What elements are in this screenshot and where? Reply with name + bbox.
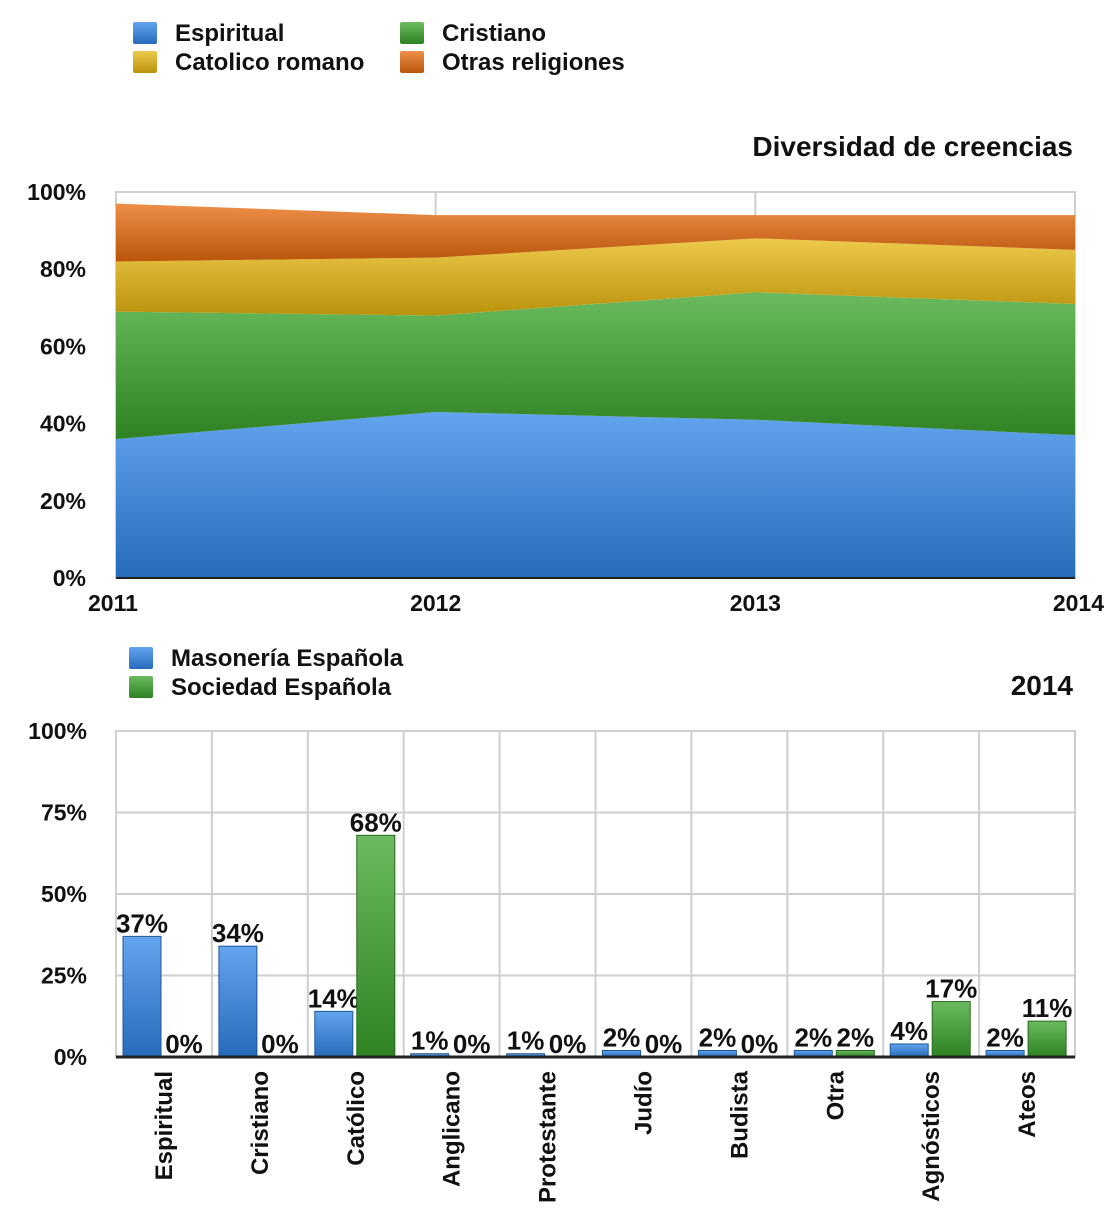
bar-category-label-cristiano: Cristiano	[247, 1071, 274, 1175]
bar-ytick-label-25: 25%	[41, 963, 87, 989]
area-ytick-label-80: 80%	[40, 256, 86, 282]
legend-label-cristiano: Cristiano	[442, 20, 546, 47]
area-ytick-label-60: 60%	[40, 333, 86, 359]
area-xtick-label-2012: 2012	[410, 590, 461, 616]
bar-category-label-protestante: Protestante	[535, 1071, 562, 1203]
data-label-sociedad-espanola-protestante: 0%	[549, 1029, 587, 1059]
legend-swatch-cristiano	[400, 22, 424, 44]
bar-ytick-label-0: 0%	[54, 1044, 87, 1070]
data-label-masoneria-espanola-protestante: 1%	[507, 1026, 545, 1056]
data-label-sociedad-espanola-agnosticos: 17%	[925, 974, 977, 1004]
legend-label-sociedad-espanola: Sociedad Española	[171, 674, 392, 701]
legend-label-otras-religiones: Otras religiones	[442, 49, 625, 76]
legend-label-catolico-romano: Catolico romano	[175, 49, 364, 76]
data-label-sociedad-espanola-catolico: 68%	[350, 807, 402, 837]
bar-ytick-label-50: 50%	[41, 881, 87, 907]
legend-swatch-espiritual	[133, 22, 157, 44]
bar-sociedad-espanola-agnosticos	[931, 1001, 971, 1058]
area-series-cristiano	[116, 292, 1075, 440]
data-label-sociedad-espanola-otra: 2%	[837, 1022, 875, 1052]
data-label-masoneria-espanola-otra: 2%	[795, 1022, 833, 1052]
area-ytick-label-20: 20%	[40, 488, 86, 514]
legend-item-catolico-romano: Catolico romano	[133, 49, 364, 76]
legend-swatch-catolico-romano	[133, 51, 157, 73]
bar-masoneria-espanola-espiritual	[122, 935, 162, 1058]
area-chart-diversidad: Espiritual Cristiano Catolico romano Otras …	[27, 20, 1104, 616]
bar-category-label-otra: Otra	[822, 1070, 849, 1120]
bar-category-label-judio: Judío	[630, 1071, 657, 1135]
bar-ytick-label-100: 100%	[28, 718, 87, 744]
data-label-masoneria-espanola-anglicano: 1%	[411, 1026, 449, 1056]
area-chart-title: Diversidad de creencias	[752, 131, 1073, 162]
data-label-sociedad-espanola-anglicano: 0%	[453, 1029, 491, 1059]
bar-category-label-anglicano: Anglicano	[439, 1071, 466, 1187]
data-label-masoneria-espanola-ateos: 2%	[986, 1022, 1024, 1052]
data-label-masoneria-espanola-judio: 2%	[603, 1022, 641, 1052]
legend-item-sociedad-espanola: Sociedad Española	[129, 674, 392, 701]
legend-item-espiritual: Espiritual	[133, 20, 284, 47]
data-label-masoneria-espanola-cristiano: 34%	[212, 918, 264, 948]
data-label-sociedad-espanola-judio: 0%	[645, 1029, 683, 1059]
legend-swatch-otras-religiones	[400, 51, 424, 73]
area-series-espiritual	[116, 412, 1075, 578]
bar-masoneria-espanola-cristiano	[218, 945, 258, 1058]
legend-item-masoneria-espanola: Masonería Española	[129, 645, 404, 672]
area-ytick-label-100: 100%	[27, 179, 86, 205]
data-label-sociedad-espanola-budista: 0%	[741, 1029, 779, 1059]
area-series-catolico-romano	[116, 238, 1075, 316]
legend-swatch-masoneria-espanola	[129, 647, 153, 669]
bar-sociedad-espanola-ateos	[1027, 1020, 1067, 1058]
data-label-masoneria-espanola-agnosticos: 4%	[890, 1016, 928, 1046]
bar-category-label-budista: Budista	[726, 1070, 753, 1159]
data-label-sociedad-espanola-ateos: 11%	[1022, 993, 1073, 1023]
bar-category-label-catolico: Católico	[343, 1071, 370, 1166]
bar-sociedad-espanola-catolico	[356, 834, 396, 1058]
legend-swatch-sociedad-espanola	[129, 676, 153, 698]
data-label-masoneria-espanola-espiritual: 37%	[116, 908, 168, 938]
data-label-sociedad-espanola-cristiano: 0%	[261, 1029, 299, 1059]
area-xtick-label-2014: 2014	[1053, 590, 1104, 616]
legend-item-otras-religiones: Otras religiones	[400, 49, 625, 76]
area-xtick-label-2013: 2013	[730, 590, 781, 616]
bar-category-label-espiritual: Espiritual	[151, 1071, 178, 1180]
data-label-masoneria-espanola-catolico: 14%	[308, 983, 360, 1013]
legend-label-espiritual: Espiritual	[175, 20, 284, 47]
legend-label-masoneria-espanola: Masonería Española	[171, 645, 404, 672]
area-legend: Espiritual Cristiano Catolico romano Otras …	[133, 20, 625, 76]
bar-category-label-agnosticos: Agnósticos	[918, 1071, 945, 1202]
area-xtick-label-2011: 2011	[88, 590, 138, 616]
data-label-masoneria-espanola-budista: 2%	[699, 1022, 737, 1052]
bar-ytick-label-75: 75%	[41, 800, 87, 826]
bar-chart-title: 2014	[1011, 670, 1074, 701]
area-ytick-label-40: 40%	[40, 411, 86, 437]
area-ytick-label-0: 0%	[53, 565, 86, 591]
bar-category-label-ateos: Ateos	[1014, 1071, 1041, 1138]
bar-masoneria-espanola-catolico	[314, 1010, 354, 1058]
legend-item-cristiano: Cristiano	[400, 20, 546, 47]
area-series-otras-religiones	[116, 203, 1075, 262]
data-label-sociedad-espanola-espiritual: 0%	[165, 1029, 203, 1059]
